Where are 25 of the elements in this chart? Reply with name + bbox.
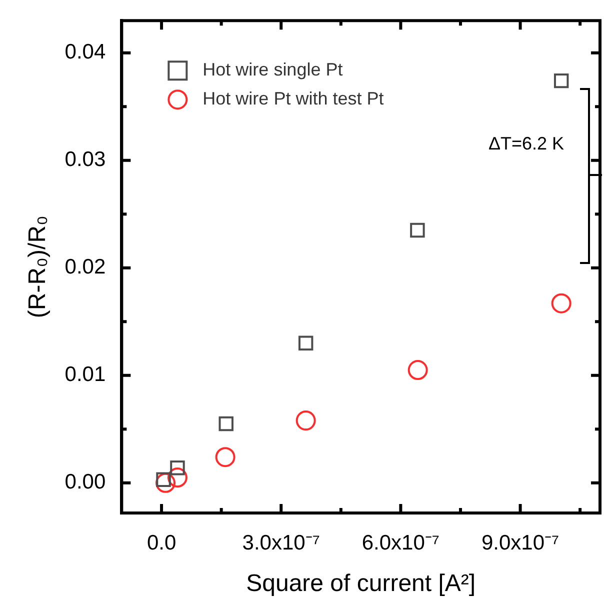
point [215,447,236,468]
y-tick-label: 0.04 [64,40,106,64]
y-axis-title: (R-R₀)/R₀ [24,216,52,318]
y-tick-label: 0.00 [64,470,106,494]
point [554,73,569,88]
point [167,468,188,488]
point [218,416,234,432]
y-tick-label: 0.03 [64,148,106,172]
point [408,360,428,380]
point [298,336,314,350]
x-tick-label: 3.0x10⁻⁷ [242,531,320,554]
point [170,460,185,476]
y-tick-label: 0.02 [64,256,106,279]
legend-label: Hot wire Pt with test Pt [202,88,384,109]
x-tick-label: 6.0x10⁻⁷ [362,531,440,554]
x-axis-title: Square of current [A²] [246,570,476,598]
point [551,293,572,314]
annotation: ΔT=6.2 K [488,134,564,154]
point [296,410,316,431]
point [410,222,425,238]
legend-label: Hot wire single Pt [202,60,343,80]
point [156,472,176,493]
x-tick-label: 0.0 [146,531,176,554]
x-tick-label: 9.0x10⁻⁷ [481,531,560,554]
y-tick-label: 0.01 [64,363,106,386]
